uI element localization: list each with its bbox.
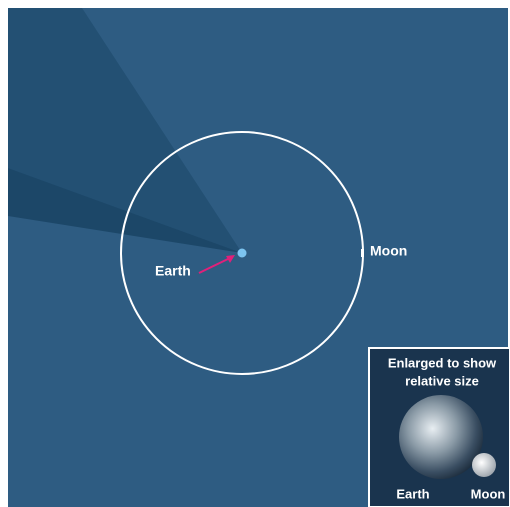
inset-title: Enlarged to show bbox=[388, 355, 497, 370]
moon-dot bbox=[361, 249, 364, 257]
arrow bbox=[198, 257, 231, 274]
moon-globe bbox=[472, 453, 496, 477]
shadow-wedge bbox=[8, 8, 242, 253]
arrow-head bbox=[226, 255, 235, 263]
moon-label: Moon bbox=[370, 243, 407, 259]
shadow-wedge bbox=[8, 168, 242, 253]
earth-globe bbox=[399, 395, 483, 479]
inset-title: relative size bbox=[405, 373, 479, 388]
earth-label: Earth bbox=[155, 263, 191, 279]
earth-dot bbox=[237, 248, 247, 258]
inset-earth-label: Earth bbox=[396, 486, 429, 501]
inset-moon-label: Moon bbox=[471, 486, 506, 501]
